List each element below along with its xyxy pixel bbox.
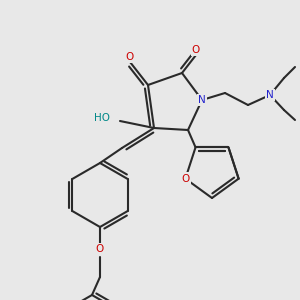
Text: O: O <box>181 174 190 184</box>
Text: O: O <box>192 45 200 55</box>
Text: O: O <box>126 52 134 62</box>
Text: O: O <box>96 244 104 254</box>
Text: HO: HO <box>94 113 110 123</box>
Text: N: N <box>266 90 274 100</box>
Text: N: N <box>198 95 206 105</box>
